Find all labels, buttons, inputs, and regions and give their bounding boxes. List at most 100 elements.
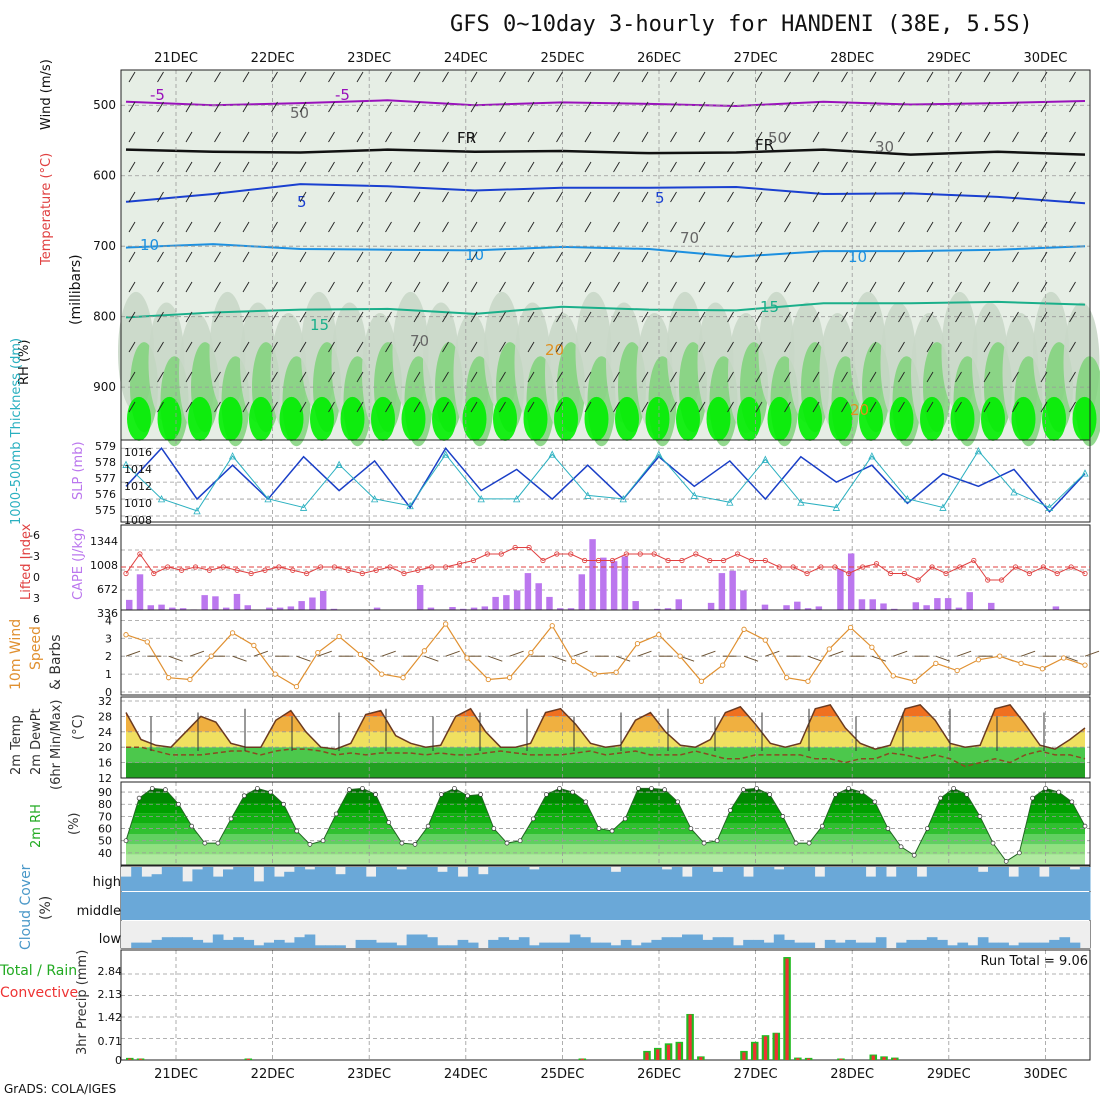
cloud-low-bar <box>131 942 142 948</box>
cloud-low-bar <box>141 942 153 948</box>
wind-barb <box>356 71 364 83</box>
rh2m-point <box>833 792 838 797</box>
cape-bar <box>212 596 219 610</box>
wind-barb <box>413 401 421 413</box>
cloud-middle-bar <box>141 892 153 920</box>
cloud-high-bar <box>804 867 816 891</box>
rh2m-point <box>754 786 759 791</box>
wind-barb <box>527 311 535 323</box>
y-tick-label: -3 <box>29 550 40 563</box>
lifted-index-point <box>915 577 921 583</box>
wind-barb <box>157 131 164 143</box>
wind-barb <box>898 191 905 203</box>
cloud-middle-bar <box>192 892 204 920</box>
wind-barb <box>869 341 877 353</box>
wind-barb <box>442 311 449 323</box>
rh2m-point <box>911 852 917 858</box>
cloud-low-bar <box>692 934 703 948</box>
y-axis-label: (6hr Min/Max) <box>49 700 64 790</box>
cloud-middle-bar <box>631 892 642 920</box>
wind-barb <box>128 371 136 383</box>
wind10m-point <box>783 675 790 681</box>
rh2m-point <box>1016 850 1022 856</box>
cloud-middle-bar <box>906 892 918 920</box>
cloud-middle-bar <box>447 892 459 920</box>
wind-barb <box>784 281 791 293</box>
wind-barb <box>812 161 820 173</box>
cloud-high-bar <box>539 867 550 891</box>
wind10m-point <box>634 641 641 647</box>
wind-barb <box>670 221 677 233</box>
y-tick-label: 2.13 <box>98 988 123 1001</box>
cloud-high-bar <box>396 869 408 891</box>
wind-barb <box>470 401 478 413</box>
precip-conv-bar <box>656 1049 660 1060</box>
lifted-index-point <box>748 557 755 564</box>
wind-barb <box>641 191 649 203</box>
contour-label: FR <box>755 136 774 154</box>
rh2m-point <box>741 787 746 792</box>
cloud-high-bar <box>865 876 877 891</box>
wind-barb <box>755 281 763 293</box>
wind-barb <box>898 311 905 323</box>
thickness-point <box>868 452 876 460</box>
wind-barb <box>898 401 905 413</box>
wind-barb <box>214 131 221 143</box>
cape-bar <box>287 606 295 610</box>
cape-bar <box>578 574 586 610</box>
y-tick-label: 800 <box>93 310 116 324</box>
wind-barb <box>613 341 620 353</box>
wind-barb <box>242 371 250 383</box>
cloud-low-bar <box>355 939 367 948</box>
wind-barb <box>812 191 820 203</box>
wind-barb <box>499 371 506 383</box>
wind-barb <box>413 221 421 233</box>
wind10m-barb <box>189 650 205 657</box>
cloud-low-bar <box>498 937 510 948</box>
contour-label: 10 <box>465 246 484 264</box>
cloud-low-bar <box>794 942 805 948</box>
cape-bar <box>136 574 144 610</box>
wind10m-barb <box>1020 650 1036 657</box>
temp-band <box>126 716 1085 732</box>
cape-bar <box>804 608 812 610</box>
wind-barb <box>1040 101 1048 113</box>
wind-barb <box>584 341 592 353</box>
cloud-high-bar <box>151 874 163 891</box>
rh-region <box>523 396 548 441</box>
cloud-low-bar <box>569 934 581 948</box>
wind-barb <box>385 311 392 323</box>
wind-barb <box>670 281 677 293</box>
panel-frame <box>120 949 1091 1061</box>
wind-barb <box>356 221 364 233</box>
cloud-middle-bar <box>865 892 877 920</box>
wind-barb <box>242 341 250 353</box>
cape-bar <box>1052 606 1060 610</box>
cloud-high-bar <box>529 869 540 891</box>
wind-barb <box>584 311 592 323</box>
cloud-middle-bar <box>1018 892 1030 920</box>
wind-barb <box>442 101 449 113</box>
cloud-low-bar <box>488 939 499 948</box>
cloud-high-bar <box>386 867 397 891</box>
wind-barb <box>470 131 478 143</box>
wind-barb <box>185 371 193 383</box>
cape-bar <box>621 556 629 610</box>
wind-barb <box>328 101 335 113</box>
cloud-high-bar <box>223 869 234 891</box>
rh2m-point <box>149 786 155 791</box>
cloud-high-bar <box>253 881 265 891</box>
wind10m-line <box>125 622 1086 688</box>
rh-region <box>1042 396 1066 441</box>
wind-barb <box>185 281 193 293</box>
thickness-point <box>513 494 521 503</box>
wind10m-barb <box>871 655 887 662</box>
cloud-high-bar <box>641 867 652 891</box>
rh-region <box>462 396 487 441</box>
cloud-low-bar <box>804 942 816 948</box>
thickness-point <box>442 450 450 458</box>
lifted-index-point <box>1068 564 1074 570</box>
wind-barb <box>727 371 734 383</box>
wind-barb <box>955 71 962 83</box>
cloud-high-bar <box>733 867 744 891</box>
